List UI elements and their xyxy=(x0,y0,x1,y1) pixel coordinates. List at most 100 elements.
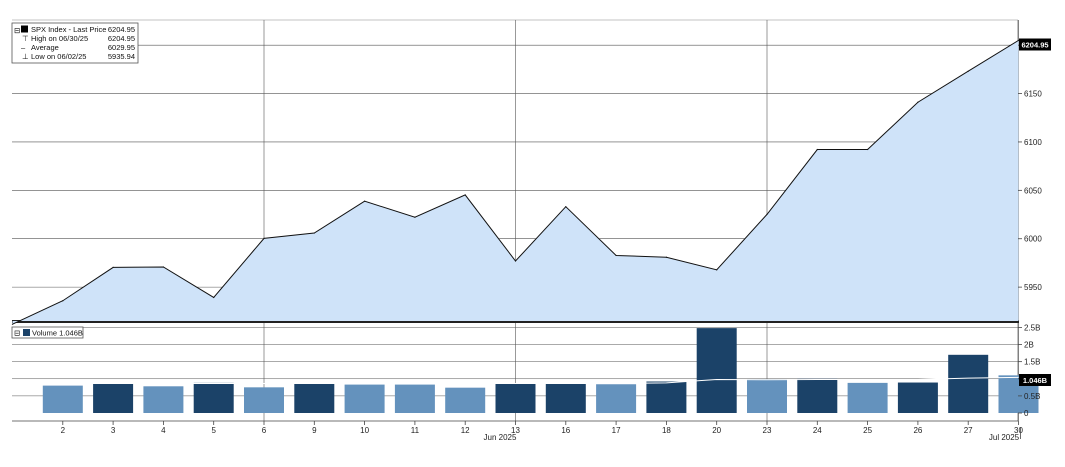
volume-panel xyxy=(42,328,1039,413)
x-tick-label: 3 xyxy=(111,426,116,435)
x-tick-label: 10 xyxy=(360,426,369,435)
price-point xyxy=(716,269,718,271)
price-point xyxy=(917,101,919,103)
x-tick-label: 16 xyxy=(561,426,570,435)
price-point xyxy=(62,300,64,302)
price-legend: ⊟ SPX Index - Last Price 6204.95 ⊤ High … xyxy=(11,22,139,64)
volume-badge-box xyxy=(1019,374,1051,386)
legend-average-icon: – xyxy=(21,43,26,52)
price-point xyxy=(464,194,466,196)
legend-last-price-value: 6204.95 xyxy=(108,25,135,34)
month-label-jun: Jun 2025 xyxy=(484,433,517,442)
price-point xyxy=(967,70,969,72)
volume-bar xyxy=(797,378,838,413)
volume-bar xyxy=(143,386,184,413)
volume-bar xyxy=(545,383,586,413)
legend-average-value: 6029.95 xyxy=(108,43,135,52)
volume-badge-text: 1.046B xyxy=(1023,376,1048,385)
price-point xyxy=(867,148,869,151)
price-badge-box xyxy=(1019,38,1051,51)
volume-bar xyxy=(696,328,737,413)
volume-bar xyxy=(294,383,335,413)
price-legend-box xyxy=(11,22,139,64)
x-tick-label: 26 xyxy=(913,426,922,435)
x-tick-label: 18 xyxy=(662,426,671,435)
volume-bar xyxy=(948,354,989,413)
volume-last-value-badge: 1.046B xyxy=(1019,374,1051,386)
volume-bar xyxy=(847,382,888,413)
volume-bar xyxy=(897,382,938,413)
volume-bar xyxy=(445,387,486,413)
x-tick-label: 5 xyxy=(211,426,216,435)
x-tick-label: 24 xyxy=(813,426,822,435)
price-last-value-badge: 6204.95 xyxy=(1019,38,1051,51)
price-badge-text: 6204.95 xyxy=(1021,41,1048,50)
legend-high-icon: ⊤ xyxy=(22,34,29,43)
x-tick-label: 11 xyxy=(411,426,420,435)
legend-high-label: High on 06/30/25 xyxy=(31,34,88,43)
price-tick-label: 6000 xyxy=(1024,235,1042,244)
volume-bar xyxy=(394,384,435,413)
volume-bar xyxy=(646,381,687,413)
volume-legend-swatch xyxy=(23,329,30,336)
volume-bar xyxy=(596,384,637,413)
legend-low-value: 5935.94 xyxy=(108,52,135,61)
volume-bar xyxy=(495,383,536,413)
volume-bar xyxy=(344,384,385,413)
x-tick-label: 25 xyxy=(863,426,872,435)
x-tick-label: 17 xyxy=(612,426,621,435)
volume-legend-label: Volume 1.046B xyxy=(32,329,83,338)
price-point xyxy=(514,260,517,262)
x-tick-label: 27 xyxy=(964,426,973,435)
price-point xyxy=(816,148,818,151)
x-tick-label: 9 xyxy=(312,426,317,435)
price-panel xyxy=(11,39,1020,325)
volume-legend-toggle-icon[interactable]: ⊟ xyxy=(14,329,20,338)
price-tick-label: 6100 xyxy=(1024,138,1042,147)
price-legend-toggle-icon[interactable]: ⊟ xyxy=(14,26,20,35)
price-point xyxy=(112,266,114,269)
volume-bar xyxy=(93,383,134,413)
x-tick-label: 20 xyxy=(712,426,721,435)
x-tick-label: 30 xyxy=(1014,426,1023,435)
price-point xyxy=(213,296,215,299)
x-tick-label: 13 xyxy=(511,426,520,435)
price-point xyxy=(615,254,617,257)
volume-legend-box xyxy=(11,326,84,339)
volume-bar xyxy=(193,382,234,413)
volume-bar xyxy=(747,379,787,413)
legend-high-value: 6204.95 xyxy=(108,34,135,43)
price-point xyxy=(565,206,567,208)
price-point xyxy=(1017,39,1020,41)
legend-low-icon: ⊥ xyxy=(22,52,29,61)
volume-bar xyxy=(42,385,83,413)
volume-legend: ⊟ Volume 1.046B xyxy=(11,326,84,339)
price-point xyxy=(11,323,14,325)
price-point xyxy=(313,232,315,234)
legend-low-label: Low on 06/02/25 xyxy=(31,52,86,61)
legend-average-label: Average xyxy=(31,43,59,52)
price-point xyxy=(665,256,668,258)
volume-tick-label: 1.5B xyxy=(1024,358,1040,367)
volume-tick-label: 0.5B xyxy=(1024,392,1040,401)
legend-last-price-label: SPX Index - Last Price xyxy=(31,25,106,34)
volume-bar xyxy=(244,387,284,413)
month-label-jul: Jul 2025 xyxy=(989,433,1020,442)
price-area-fill xyxy=(12,40,1019,325)
panel-separator xyxy=(12,320,1019,323)
price-point xyxy=(414,216,416,218)
price-tick-label: 6050 xyxy=(1024,186,1042,195)
x-tick-label: 2 xyxy=(61,426,66,435)
price-tick-label: 6150 xyxy=(1024,90,1042,99)
volume-tick-label: 2.5B xyxy=(1024,323,1040,332)
price-point xyxy=(766,213,768,215)
price-point xyxy=(162,266,164,268)
x-tick-label: 12 xyxy=(461,426,470,435)
x-tick-label: 4 xyxy=(161,426,166,435)
x-tick-label: 6 xyxy=(262,426,267,435)
price-tick-label: 5950 xyxy=(1024,283,1042,292)
volume-tick-label: 2B xyxy=(1024,341,1034,350)
price-point xyxy=(263,237,265,239)
price-point xyxy=(364,200,366,202)
